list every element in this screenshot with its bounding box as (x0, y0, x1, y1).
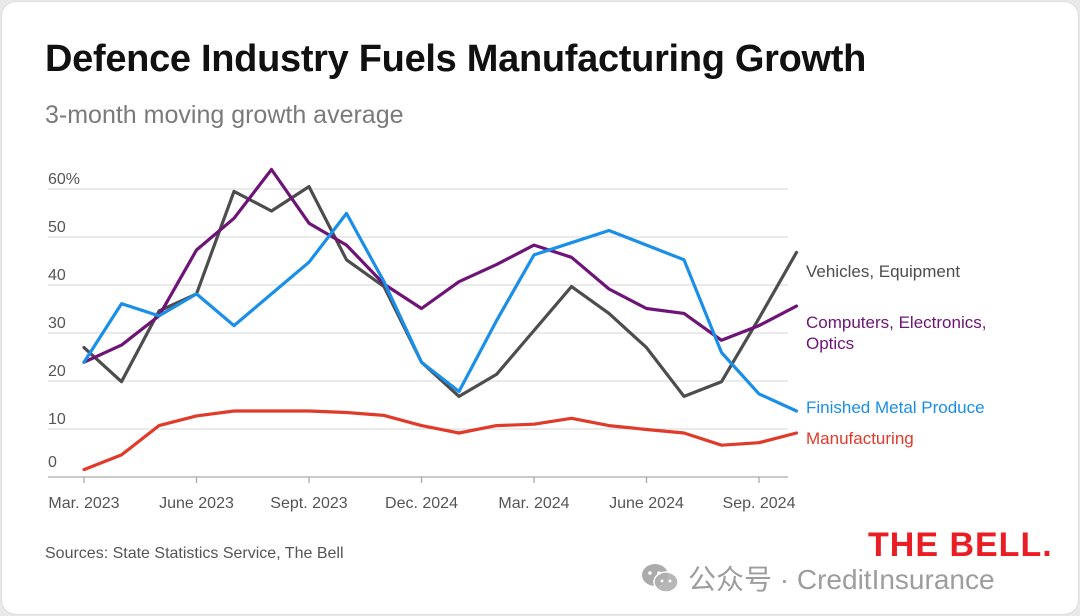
x-tick-label: June 2024 (609, 495, 684, 512)
y-tick-label: 40 (48, 267, 66, 284)
y-tick-label: 30 (48, 315, 66, 332)
y-tick-label: 50 (48, 219, 66, 236)
x-tick-label: Sep. 2024 (723, 495, 796, 512)
x-tick-label: Sept. 2023 (270, 495, 348, 512)
the-bell-logo: THE BELL. (868, 526, 1053, 564)
wechat-watermark: 公众号 · CreditInsurance (640, 558, 995, 598)
x-axis-ticks: Mar. 2023 June 2023 Sept. 2023 Dec. 2024 Mar… (48, 477, 796, 512)
series-line-manufacturing (82, 409, 799, 472)
series-label: Computers, Electronics, Optics (806, 313, 986, 353)
y-tick-label: 60% (48, 171, 80, 188)
watermark-text: 公众号 · CreditInsurance (688, 564, 995, 595)
series-label: Vehicles, Equipment (806, 262, 960, 281)
chart-title: Defence Industry Fuels Manufacturing Gro… (45, 38, 867, 80)
x-tick-label: Mar. 2023 (48, 495, 119, 512)
wechat-icon (642, 564, 679, 593)
sources-note: Sources: State Statistics Service, The B… (45, 545, 344, 562)
gridlines (48, 188, 788, 478)
x-tick-label: June 2023 (159, 495, 234, 512)
y-tick-label: 10 (48, 411, 66, 428)
y-axis-ticks: 0 10 20 30 40 50 60% (48, 171, 80, 471)
series-line-vehicles-equipment (82, 185, 799, 398)
series-line-computers-electronics-optics (82, 167, 799, 364)
x-tick-label: Dec. 2024 (385, 495, 458, 512)
y-tick-label: 20 (48, 363, 66, 380)
series-labels: Vehicles, Equipment Computers, Electronic… (806, 262, 986, 448)
series-label: Manufacturing (806, 429, 914, 448)
series-label: Finished Metal Produce (806, 398, 985, 417)
series-line-finished-metal-produce (82, 211, 799, 413)
y-tick-label: 0 (48, 454, 57, 471)
x-tick-label: Mar. 2024 (498, 495, 569, 512)
chart-subtitle: 3-month moving growth average (45, 101, 404, 129)
series-lines (82, 167, 799, 472)
